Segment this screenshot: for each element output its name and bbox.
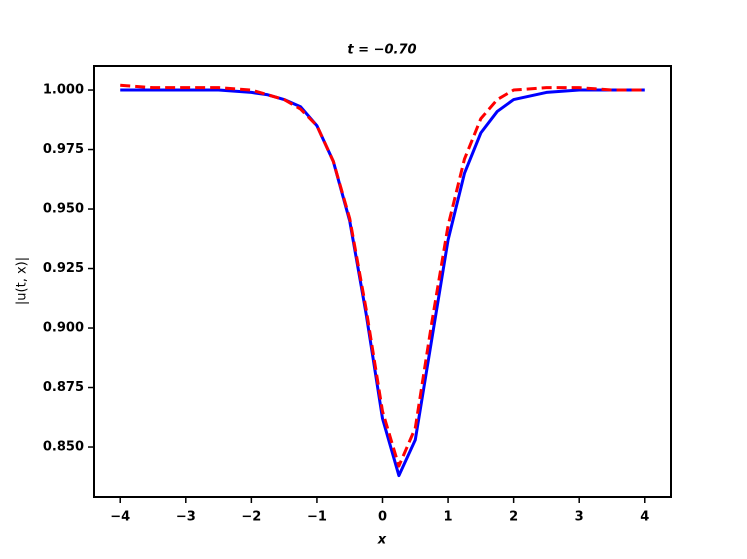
y-axis-label: |u(t, x)|: [15, 257, 30, 305]
y-tick-label: 0.875: [43, 380, 84, 395]
x-tick-label: 2: [509, 510, 518, 525]
plot-frame: [93, 65, 672, 498]
y-tick-label: 1.000: [43, 83, 84, 98]
x-tick-label: 1: [444, 510, 453, 525]
x-tick-label: −4: [110, 510, 130, 525]
x-tick-label: −1: [307, 510, 327, 525]
y-tick-label: 0.900: [43, 321, 84, 336]
data-line: [120, 88, 645, 478]
data-line: [120, 83, 645, 468]
x-tick-label: 4: [640, 510, 649, 525]
y-tick-label: 0.975: [43, 142, 84, 157]
x-axis-label: x: [377, 533, 387, 548]
y-tick-label: 0.950: [43, 202, 84, 217]
x-tick-label: 0: [378, 510, 387, 525]
x-tick-label: −2: [241, 510, 261, 525]
x-tick-label: 3: [575, 510, 584, 525]
chart-title: t = −0.70: [347, 43, 416, 58]
y-tick-label: 0.925: [43, 261, 84, 276]
y-tick-label: 0.850: [43, 440, 84, 455]
x-tick-label: −3: [176, 510, 196, 525]
